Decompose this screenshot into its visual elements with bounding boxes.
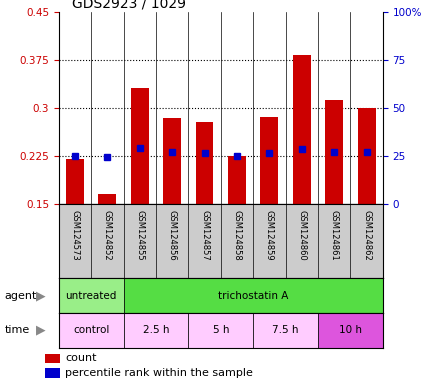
Bar <box>45 369 60 377</box>
Bar <box>188 313 253 348</box>
Bar <box>253 313 317 348</box>
Text: untreated: untreated <box>65 291 117 301</box>
Text: agent: agent <box>4 291 36 301</box>
Text: GSM124852: GSM124852 <box>102 210 112 260</box>
Text: percentile rank within the sample: percentile rank within the sample <box>65 368 253 378</box>
Text: GSM124861: GSM124861 <box>329 210 338 260</box>
Bar <box>59 278 123 313</box>
Text: GSM124860: GSM124860 <box>296 210 306 260</box>
Bar <box>59 313 123 348</box>
Bar <box>227 156 245 204</box>
Text: 2.5 h: 2.5 h <box>142 325 169 335</box>
Text: GSM124858: GSM124858 <box>232 210 241 260</box>
Text: 10 h: 10 h <box>338 325 361 335</box>
Bar <box>260 117 278 204</box>
Text: GSM124857: GSM124857 <box>200 210 209 260</box>
Text: GSM124855: GSM124855 <box>135 210 144 260</box>
Bar <box>292 55 310 204</box>
Bar <box>317 313 382 348</box>
Text: GSM124859: GSM124859 <box>264 210 273 260</box>
Text: trichostatin A: trichostatin A <box>217 291 288 301</box>
Text: 7.5 h: 7.5 h <box>272 325 298 335</box>
Bar <box>131 88 148 204</box>
Text: GDS2923 / 1029: GDS2923 / 1029 <box>72 0 185 10</box>
Text: GSM124862: GSM124862 <box>361 210 370 260</box>
Bar <box>195 122 213 204</box>
Text: GSM124856: GSM124856 <box>167 210 176 260</box>
Bar <box>123 278 382 313</box>
Text: ▶: ▶ <box>36 324 45 337</box>
Bar <box>45 354 60 363</box>
Text: time: time <box>4 325 30 335</box>
Bar <box>163 118 181 204</box>
Bar <box>98 194 116 204</box>
Text: control: control <box>73 325 109 335</box>
Text: GSM124573: GSM124573 <box>70 210 79 260</box>
Bar <box>325 100 342 204</box>
Text: 5 h: 5 h <box>212 325 228 335</box>
Text: count: count <box>65 353 97 364</box>
Text: ▶: ▶ <box>36 289 45 302</box>
Bar <box>66 159 84 204</box>
Bar <box>123 313 188 348</box>
Bar <box>357 108 375 204</box>
